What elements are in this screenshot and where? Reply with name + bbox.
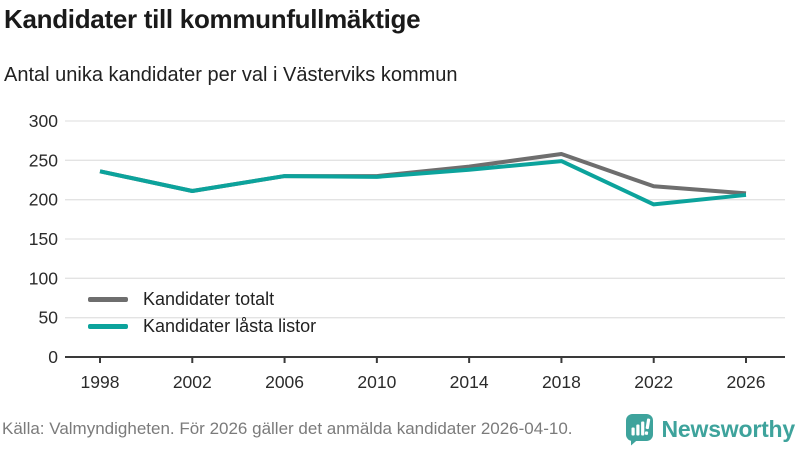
line-chart: 0 50 100 150 200 250 300 1998 2002 2006 2010 2014 20… (0, 100, 800, 400)
footer: Källa: Valmyndigheten. För 2026 gäller d… (0, 412, 795, 446)
chart-subtitle: Antal unika kandidater per val i Västerv… (4, 64, 458, 86)
newsworthy-chart-bubble-icon (625, 413, 653, 445)
legend-item-totalt: Kandidater totalt (88, 286, 316, 313)
x-tick-label-2002: 2002 (173, 372, 212, 392)
chart-svg: 0 50 100 150 200 250 300 1998 2002 2006 2010 2014 20… (29, 111, 785, 392)
x-tick-label-2026: 2026 (727, 372, 766, 392)
chart-legend: Kandidater totalt Kandidater låsta listo… (88, 286, 316, 340)
newsworthy-logo[interactable]: Newsworthy (625, 413, 795, 446)
x-tick-label-2022: 2022 (634, 372, 673, 392)
series-line-kandidater-lasta-listor (99, 159, 747, 207)
legend-swatch-totalt (88, 297, 128, 302)
x-tick-label-1998: 1998 (81, 372, 120, 392)
y-tick-label-300: 300 (29, 111, 58, 131)
x-tick-label-2018: 2018 (542, 372, 581, 392)
y-tick-label-50: 50 (39, 308, 59, 328)
legend-label-totalt: Kandidater totalt (143, 289, 275, 309)
y-tick-label-200: 200 (29, 190, 58, 210)
legend-swatch-lasta-listor (88, 324, 128, 329)
brand-name: Newsworthy (661, 415, 796, 442)
page-title: Kandidater till kommunfullmäktige (4, 4, 421, 34)
legend-label-lasta-listor: Kandidater låsta listor (143, 316, 317, 336)
y-tick-label-100: 100 (29, 268, 58, 288)
x-tick-label-2006: 2006 (265, 372, 304, 392)
source-note: Källa: Valmyndigheten. För 2026 gäller d… (2, 419, 573, 438)
y-tick-label-250: 250 (29, 150, 58, 170)
legend-item-lasta-listor: Kandidater låsta listor (88, 313, 316, 340)
x-tick-label-2010: 2010 (357, 372, 396, 392)
x-tick-label-2014: 2014 (450, 372, 489, 392)
y-tick-label-150: 150 (29, 229, 58, 249)
y-tick-label-0: 0 (48, 347, 58, 367)
